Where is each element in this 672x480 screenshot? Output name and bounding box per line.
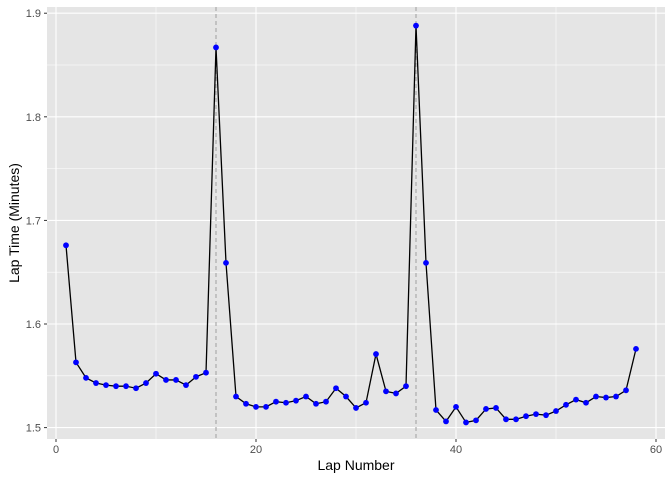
data-point: [353, 405, 359, 411]
data-point: [413, 22, 419, 29]
y-axis-title: Lap Time (Minutes): [6, 163, 22, 283]
lap-time-line: [65, 25, 637, 424]
y-tick-label: 1.5: [26, 423, 41, 435]
data-point: [223, 259, 229, 266]
data-point: [583, 399, 589, 406]
data-point: [243, 400, 249, 407]
data-point: [393, 390, 399, 397]
data-point: [203, 369, 209, 376]
y-tick-label: 1.7: [26, 215, 41, 227]
data-point: [273, 398, 279, 405]
x-axis-ticks: 0 20 40 60: [53, 439, 662, 456]
data-point: [463, 419, 469, 426]
data-point: [123, 383, 129, 390]
x-tick-label: 20: [250, 444, 262, 456]
data-point: [113, 383, 119, 390]
data-point: [233, 393, 239, 400]
y-tick-label: 1.6: [26, 319, 41, 331]
data-point: [613, 393, 619, 400]
data-point: [363, 399, 369, 406]
data-point: [383, 388, 389, 395]
data-point: [453, 403, 459, 410]
x-axis-title: Lap Number: [317, 457, 394, 473]
data-point: [283, 399, 289, 406]
data-point: [593, 393, 599, 400]
data-point: [543, 412, 549, 419]
x-tick-label: 0: [53, 444, 59, 456]
data-point: [423, 259, 429, 266]
data-point: [163, 377, 169, 383]
data-point: [533, 411, 539, 418]
x-tick-label: 40: [450, 444, 462, 456]
data-point: [513, 416, 519, 423]
x-tick-label: 60: [650, 444, 662, 456]
data-point: [403, 383, 409, 390]
y-tick-label: 1.9: [26, 8, 41, 20]
y-axis-ticks: 1.5 1.6 1.7 1.8 1.9: [26, 8, 47, 435]
data-point: [263, 403, 269, 410]
data-point: [473, 417, 479, 424]
data-point: [433, 407, 439, 413]
data-point: [493, 405, 499, 411]
data-point: [443, 418, 449, 425]
data-point: [83, 374, 89, 381]
data-point: [63, 242, 69, 249]
major-grid: [47, 7, 665, 439]
data-point: [133, 385, 139, 392]
data-point: [253, 403, 259, 410]
data-point: [173, 377, 179, 383]
data-point: [153, 370, 159, 377]
data-point: [503, 416, 509, 423]
data-point: [553, 408, 559, 414]
data-point: [603, 394, 609, 401]
minor-grid: [47, 7, 665, 439]
data-point: [633, 345, 639, 352]
data-point: [213, 44, 219, 51]
data-point: [313, 400, 319, 407]
data-point: [623, 387, 629, 394]
data-point: [293, 397, 299, 404]
data-point: [193, 373, 199, 380]
data-point: [373, 351, 379, 357]
data-point: [573, 396, 579, 403]
data-point: [323, 398, 329, 405]
data-point: [523, 413, 529, 420]
data-point: [143, 380, 149, 386]
data-point: [93, 380, 99, 386]
data-point: [303, 393, 309, 400]
data-point: [483, 406, 489, 412]
y-tick-label: 1.8: [26, 112, 41, 124]
lap-time-points: [63, 22, 639, 426]
data-point: [183, 382, 189, 389]
data-point: [73, 359, 79, 366]
reference-lines: [215, 7, 417, 439]
data-point: [563, 401, 569, 408]
data-point: [333, 385, 339, 392]
data-point: [103, 382, 109, 389]
data-point: [343, 393, 349, 400]
